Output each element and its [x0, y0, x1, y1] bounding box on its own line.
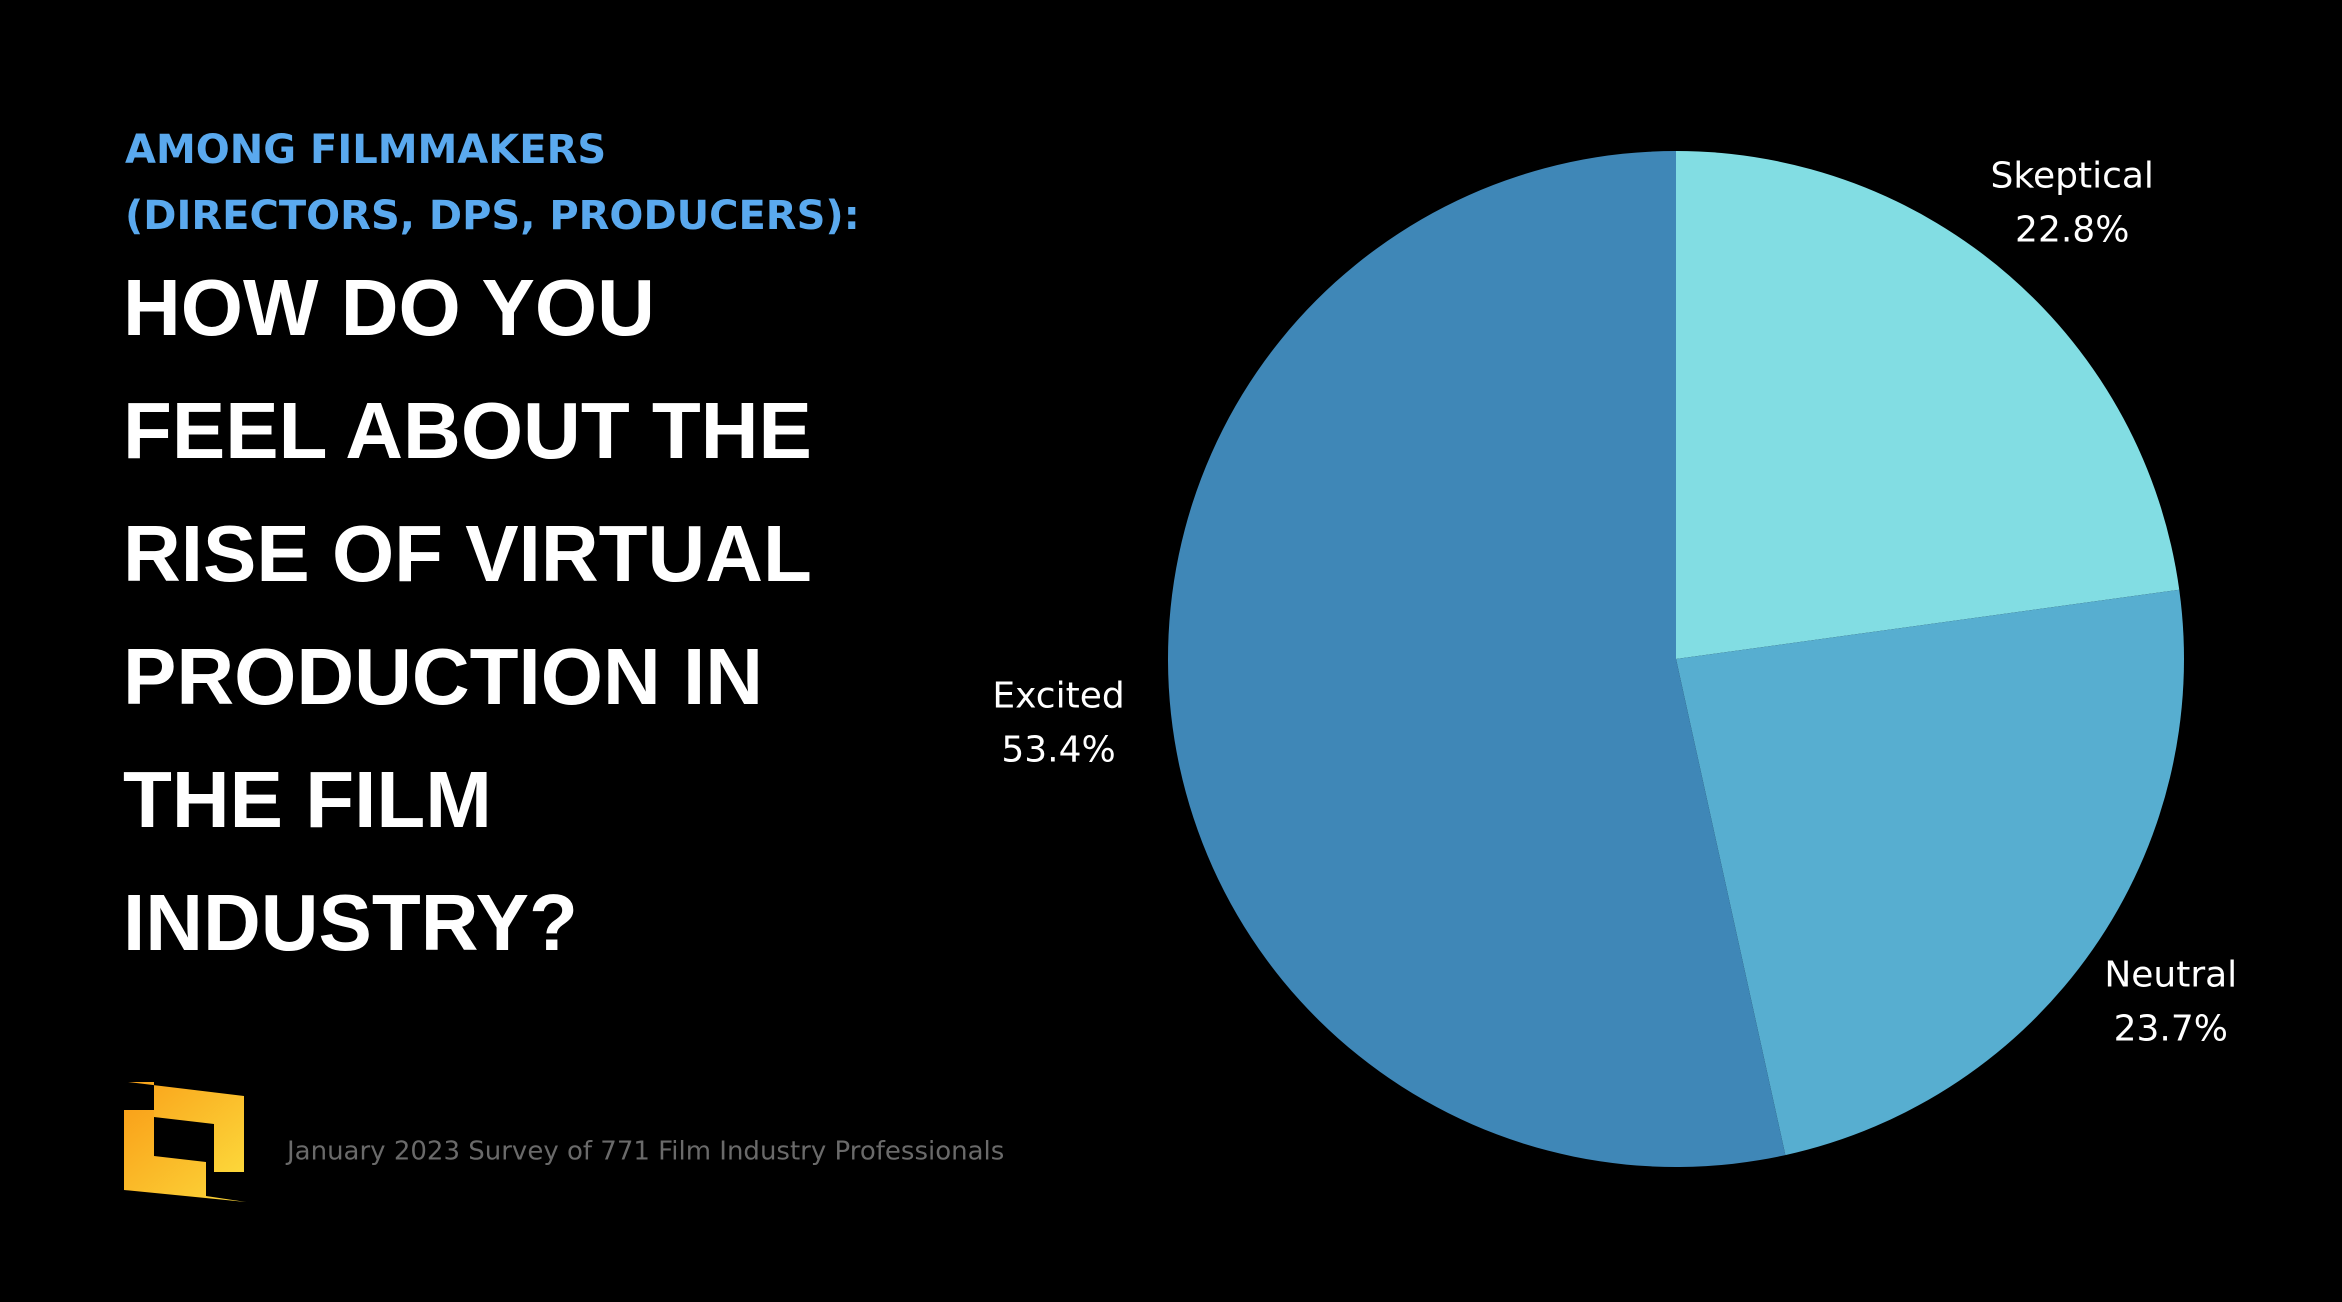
title: INDUSTRY? — [123, 878, 578, 967]
source-note: January 2023 Survey of 771 Film Industry… — [285, 1137, 1004, 1167]
slice-label: Skeptical — [1991, 155, 2154, 196]
pie-slice — [1167, 151, 1786, 1167]
slice-value: 22.8% — [2015, 209, 2129, 250]
title: PRODUCTION IN — [123, 632, 763, 721]
title: RISE OF VIRTUAL — [123, 509, 812, 598]
subtitle: AMONG FILMMAKERS — [125, 127, 606, 173]
slice-label: Excited — [992, 675, 1124, 716]
slice-value: 53.4% — [1001, 729, 1115, 770]
slice-label: Neutral — [2104, 955, 2237, 996]
slice-value: 23.7% — [2114, 1009, 2228, 1050]
subtitle: (DIRECTORS, DPS, PRODUCERS): — [125, 193, 860, 239]
pie-slice — [1676, 589, 2184, 1156]
title: HOW DO YOU — [123, 263, 655, 352]
title: FEEL ABOUT THE — [123, 386, 812, 475]
title: THE FILM — [123, 755, 492, 844]
pie-slice — [1676, 151, 2180, 659]
logo — [124, 1082, 246, 1202]
